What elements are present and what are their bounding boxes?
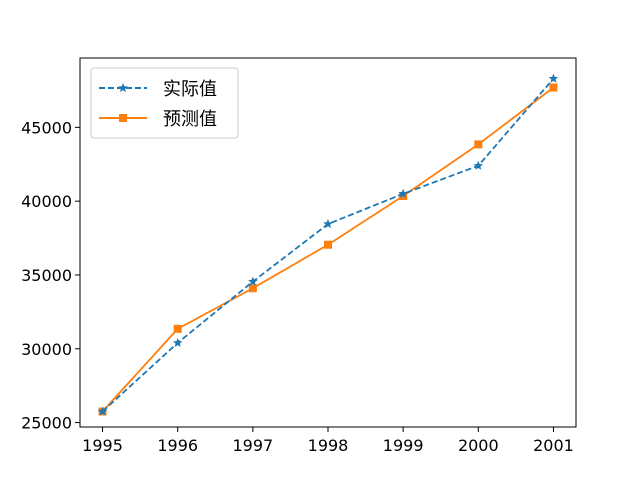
y-tick-label: 25000 xyxy=(21,414,72,433)
legend-label-actual: 实际值 xyxy=(163,79,217,100)
legend-box xyxy=(90,67,239,139)
data-point-actual xyxy=(548,73,559,83)
data-point-actual xyxy=(97,406,108,416)
x-tick-label: 1996 xyxy=(157,436,198,455)
data-point-actual xyxy=(398,188,408,198)
data-point-actual xyxy=(172,337,183,347)
legend-entry-predicted: 预测值 xyxy=(99,109,217,130)
legend-entry-actual: 实际值 xyxy=(99,79,217,100)
x-tick-label: 1999 xyxy=(383,436,424,455)
data-point-actual xyxy=(473,160,484,170)
x-tick-label: 1995 xyxy=(82,436,123,455)
y-tick-label: 40000 xyxy=(21,192,72,211)
data-point-predicted xyxy=(399,192,408,201)
x-tick-label: 1997 xyxy=(232,436,273,455)
x-tick-label: 2001 xyxy=(533,436,574,455)
y-tick-label: 30000 xyxy=(21,340,72,359)
y-axis: 25000 30000 35000 40000 45000 xyxy=(21,118,80,433)
x-tick-label: 1998 xyxy=(308,436,349,455)
data-point-predicted xyxy=(173,324,182,333)
series-layer xyxy=(97,73,559,416)
legend: 实际值 预测值 xyxy=(90,67,239,139)
x-axis: 1995 1996 1997 1998 1999 2000 2001 xyxy=(82,427,574,455)
data-point-actual xyxy=(248,276,258,286)
y-tick-label: 45000 xyxy=(21,118,72,137)
legend-label-predicted: 预测值 xyxy=(163,109,217,130)
x-tick-label: 2000 xyxy=(458,436,499,455)
data-point-predicted xyxy=(474,140,483,149)
square-icon xyxy=(119,114,127,122)
data-point-predicted xyxy=(248,284,257,293)
data-point-predicted xyxy=(549,83,558,92)
data-point-predicted xyxy=(324,240,332,249)
data-point-actual xyxy=(323,219,333,229)
star-icon xyxy=(118,83,128,93)
y-tick-label: 35000 xyxy=(21,266,72,285)
